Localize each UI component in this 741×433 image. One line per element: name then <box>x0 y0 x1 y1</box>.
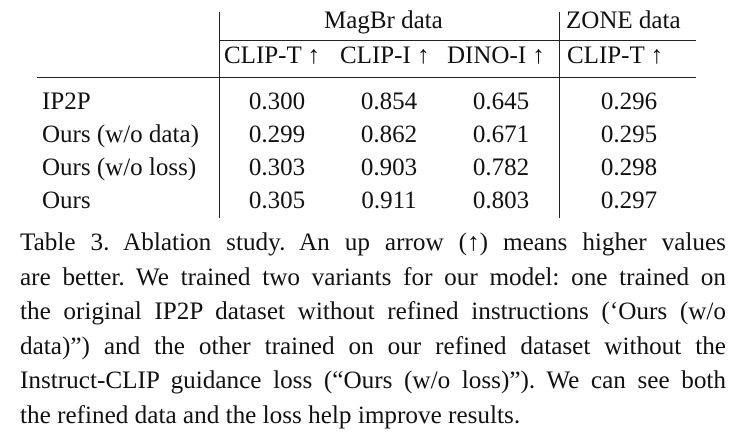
row-value: 0.645 <box>446 87 556 117</box>
row-method: IP2P <box>42 87 91 117</box>
caption-line: are better. We trained two variants for … <box>20 261 726 296</box>
row-value: 0.803 <box>446 186 556 216</box>
row-value: 0.671 <box>446 120 556 150</box>
caption-line: data)”) and the other trained on our ref… <box>20 330 726 365</box>
row-value: 0.911 <box>334 186 444 216</box>
row-value: 0.862 <box>334 120 444 150</box>
table-hrule-header <box>37 77 696 78</box>
row-value: 0.782 <box>446 153 556 183</box>
table-vrule-right <box>559 12 560 218</box>
row-value: 0.298 <box>574 153 684 183</box>
column-header-clip-i: CLIP-I ↑ <box>340 41 430 71</box>
row-value: 0.297 <box>574 186 684 216</box>
table-vrule-left <box>219 12 220 218</box>
row-method: Ours (w/o loss) <box>42 153 196 183</box>
row-value: 0.854 <box>334 87 444 117</box>
row-value: 0.295 <box>574 120 684 150</box>
group-header-zone: ZONE data <box>566 6 681 36</box>
row-value: 0.296 <box>574 87 684 117</box>
row-value: 0.305 <box>222 186 332 216</box>
row-value: 0.300 <box>222 87 332 117</box>
table-caption: Table 3. Ablation study. An up arrow (↑)… <box>20 226 726 433</box>
caption-line: Instruct-CLIP guidance loss (“Ours (w/o … <box>20 364 726 399</box>
row-value: 0.299 <box>222 120 332 150</box>
caption-line: the refined data and the loss help impro… <box>20 399 726 433</box>
row-value: 0.903 <box>334 153 444 183</box>
row-value: 0.303 <box>222 153 332 183</box>
column-header-clip-t: CLIP-T ↑ <box>224 41 320 71</box>
column-header-dino-i: DINO-I ↑ <box>447 41 545 71</box>
row-method: Ours <box>42 186 91 216</box>
row-method: Ours (w/o data) <box>42 120 199 150</box>
group-header-magbr: MagBr data <box>324 6 443 36</box>
column-header-zone-clip-t: CLIP-T ↑ <box>567 41 663 71</box>
caption-line: Table 3. Ablation study. An up arrow (↑)… <box>20 226 726 261</box>
caption-line: the original IP2P dataset without refine… <box>20 295 726 330</box>
